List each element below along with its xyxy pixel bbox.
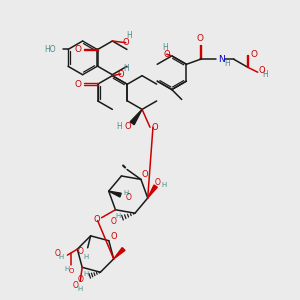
Text: O: O bbox=[110, 217, 116, 226]
Polygon shape bbox=[109, 191, 121, 197]
Text: O: O bbox=[259, 66, 265, 75]
Text: O: O bbox=[118, 70, 124, 79]
Text: H: H bbox=[116, 213, 121, 219]
Text: O: O bbox=[78, 247, 84, 256]
Text: H: H bbox=[126, 31, 132, 40]
Text: O: O bbox=[164, 50, 170, 59]
Text: O: O bbox=[122, 38, 129, 47]
Text: O: O bbox=[126, 193, 131, 202]
Text: O: O bbox=[250, 50, 257, 59]
Text: O: O bbox=[125, 122, 131, 131]
Text: H: H bbox=[123, 64, 129, 73]
Text: H: H bbox=[65, 266, 70, 272]
Text: O: O bbox=[74, 80, 82, 88]
Polygon shape bbox=[114, 248, 125, 259]
Text: H: H bbox=[83, 271, 88, 277]
Text: O: O bbox=[197, 34, 204, 43]
Text: H: H bbox=[262, 70, 268, 79]
Text: O: O bbox=[93, 215, 100, 224]
Text: HO: HO bbox=[44, 45, 56, 54]
Text: H: H bbox=[83, 254, 88, 260]
Text: N: N bbox=[218, 55, 224, 64]
Text: O: O bbox=[110, 232, 117, 241]
Text: H: H bbox=[116, 122, 122, 131]
Text: H: H bbox=[59, 254, 64, 260]
Text: H: H bbox=[78, 286, 83, 292]
Text: H: H bbox=[224, 59, 230, 68]
Text: O: O bbox=[72, 281, 78, 290]
Text: H: H bbox=[161, 182, 166, 188]
Polygon shape bbox=[130, 110, 142, 125]
Text: O: O bbox=[69, 268, 74, 274]
Text: O: O bbox=[78, 274, 83, 284]
Text: O: O bbox=[74, 45, 82, 54]
Text: O: O bbox=[142, 170, 148, 179]
Text: H: H bbox=[123, 190, 128, 196]
Text: O: O bbox=[55, 249, 60, 258]
Polygon shape bbox=[148, 185, 157, 198]
Text: O: O bbox=[152, 123, 158, 132]
Text: O: O bbox=[155, 178, 161, 187]
Text: H: H bbox=[162, 43, 168, 52]
